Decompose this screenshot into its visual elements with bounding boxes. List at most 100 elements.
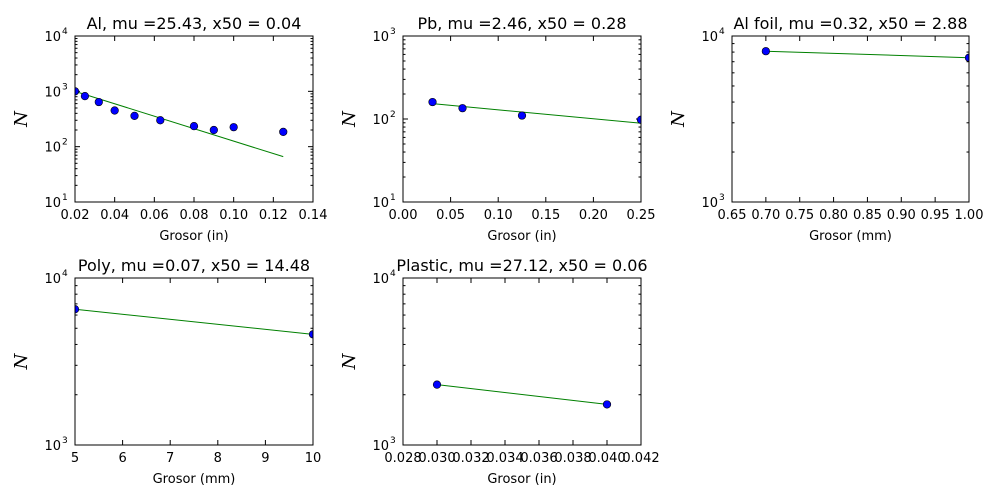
data-point <box>279 127 288 136</box>
y-tick-exponent: 3 <box>719 193 725 203</box>
data-point <box>964 53 969 62</box>
plot-title: Poly, mu =0.07, x50 = 14.48 <box>78 256 310 275</box>
data-point <box>156 116 165 125</box>
axes-frame <box>74 277 314 446</box>
subplot-5: Plastic, mu =27.12, x50 = 0.06 0.0280.030… <box>339 256 660 487</box>
y-tick-label: 10 <box>44 30 61 45</box>
x-tick-label: 0.65 <box>718 208 747 223</box>
fit-line <box>75 90 284 158</box>
data-point <box>94 97 103 107</box>
data-point <box>308 330 313 339</box>
x-tick-label: 0.040 <box>588 451 625 466</box>
data-layer <box>75 87 288 158</box>
axes-frame <box>74 35 314 203</box>
plot-title: Plastic, mu =27.12, x50 = 0.06 <box>396 256 647 275</box>
x-tick-label: 0.10 <box>219 208 248 223</box>
x-tick-label: 7 <box>166 451 174 466</box>
x-tick-label: 0.14 <box>299 208 328 223</box>
x-tick-label: 0.02 <box>61 208 90 223</box>
data-layer <box>75 305 313 339</box>
x-tick-label: 5 <box>71 451 79 466</box>
axes-frame <box>731 35 970 203</box>
x-tick-label: 1.00 <box>955 208 984 223</box>
fit-line <box>436 384 608 405</box>
subplot-3: Al foil, mu =0.32, x50 = 2.88 0.65 0.70 0.7… <box>668 14 983 244</box>
data-point <box>75 87 80 96</box>
x-tick-label: 0.028 <box>384 451 421 466</box>
y-axis-label: N <box>11 110 32 128</box>
x-tick-label: 0.20 <box>579 208 608 223</box>
data-layer <box>432 380 612 409</box>
data-point <box>75 305 80 314</box>
x-tick-label: 0.032 <box>452 451 489 466</box>
x-tick-label: 0.85 <box>853 208 882 223</box>
x-tick-label: 8 <box>214 451 222 466</box>
x-tick-label: 10 <box>305 451 322 466</box>
x-tick-label: 0.06 <box>140 208 169 223</box>
y-tick-label: 10 <box>701 30 718 45</box>
x-tick-label: 0.08 <box>180 208 209 223</box>
y-tick-label: 10 <box>44 272 61 287</box>
x-tick-label: 0.05 <box>436 208 465 223</box>
fit-line <box>765 50 969 59</box>
y-tick-exponent: 1 <box>390 193 396 203</box>
data-point <box>636 115 641 124</box>
data-point <box>432 380 442 389</box>
y-axis-label: N <box>339 110 360 128</box>
y-tick-exponent: 4 <box>62 269 68 279</box>
y-axis-label: N <box>11 352 32 370</box>
x-tick-label: 0.90 <box>887 208 916 223</box>
x-tick-label: 9 <box>261 451 269 466</box>
data-point <box>80 92 90 101</box>
y-tick-exponent: 4 <box>719 27 725 37</box>
y-tick-exponent: 1 <box>62 193 68 203</box>
y-tick-exponent: 4 <box>390 269 396 279</box>
data-point <box>229 123 238 132</box>
y-tick-label: 10 <box>372 196 389 211</box>
y-tick-exponent: 3 <box>62 436 68 446</box>
x-axis-label: Grosor (mm) <box>809 229 892 244</box>
y-axis-label: N <box>668 110 689 128</box>
x-axis-label: Grosor (in) <box>487 472 556 487</box>
y-tick-label: 10 <box>701 196 718 211</box>
data-point <box>517 111 527 120</box>
x-axis-label: Grosor (mm) <box>153 472 236 487</box>
y-tick-exponent: 2 <box>390 110 396 120</box>
data-point <box>130 111 139 120</box>
data-layer <box>428 97 641 124</box>
y-axis-label: N <box>339 352 360 370</box>
y-tick-label: 10 <box>372 439 389 454</box>
x-tick-label: 0.030 <box>418 451 455 466</box>
y-tick-exponent: 3 <box>390 436 396 446</box>
y-tick-exponent: 3 <box>390 27 396 37</box>
x-tick-label: 0.00 <box>389 208 418 223</box>
x-axis-label: Grosor (in) <box>487 229 556 244</box>
y-tick-exponent: 3 <box>62 82 68 92</box>
y-tick-exponent: 2 <box>62 138 68 148</box>
fit-line <box>432 103 641 124</box>
data-point <box>110 106 119 115</box>
x-tick-label: 0.75 <box>785 208 814 223</box>
data-point <box>189 122 199 131</box>
x-tick-label: 0.04 <box>100 208 129 223</box>
plot-title: Pb, mu =2.46, x50 = 0.28 <box>417 14 626 33</box>
y-tick-label: 10 <box>372 113 389 128</box>
x-axis-label: Grosor (in) <box>159 229 228 244</box>
data-point <box>209 125 218 135</box>
data-layer <box>761 47 969 62</box>
x-tick-label: 0.15 <box>531 208 560 223</box>
data-point <box>458 104 467 113</box>
data-point <box>602 400 612 409</box>
axes-frame <box>402 277 642 446</box>
x-tick-label: 0.70 <box>751 208 780 223</box>
y-tick-label: 10 <box>44 85 61 100</box>
axes-frame <box>402 35 642 203</box>
x-tick-label: 0.036 <box>520 451 557 466</box>
y-tick-label: 10 <box>44 141 61 156</box>
x-tick-label: 0.038 <box>554 451 591 466</box>
subplot-2: Pb, mu =2.46, x50 = 0.28 0.00 0.05 0.10 0.15… <box>339 14 655 244</box>
x-tick-label: 0.25 <box>627 208 656 223</box>
subplot-1: Al, mu =25.43, x50 = 0.04 0.02 0.04 0.06 0.0… <box>11 14 327 244</box>
